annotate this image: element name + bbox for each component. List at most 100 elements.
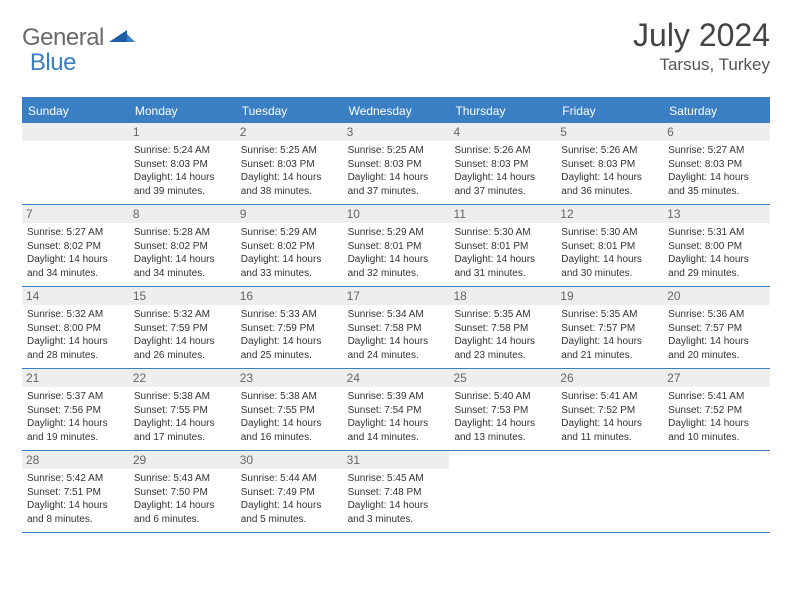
- day-number: 17: [343, 287, 450, 305]
- day-cell: [449, 451, 556, 532]
- daylight-text: Daylight: 14 hours and 32 minutes.: [348, 253, 445, 280]
- sunset-text: Sunset: 8:02 PM: [134, 240, 231, 254]
- sunrise-text: Sunrise: 5:39 AM: [348, 390, 445, 404]
- day-details: Sunrise: 5:27 AMSunset: 8:03 PMDaylight:…: [668, 144, 765, 198]
- day-cell: 26Sunrise: 5:41 AMSunset: 7:52 PMDayligh…: [556, 369, 663, 450]
- weekday-tue: Tuesday: [236, 99, 343, 123]
- sunset-text: Sunset: 8:03 PM: [668, 158, 765, 172]
- sunset-text: Sunset: 8:03 PM: [134, 158, 231, 172]
- day-details: Sunrise: 5:30 AMSunset: 8:01 PMDaylight:…: [454, 226, 551, 280]
- day-number: 28: [22, 451, 129, 469]
- day-cell: 11 Sunrise: 5:30 AMSunset: 8:01 PMDayligh…: [449, 205, 556, 286]
- day-number: 31: [343, 451, 450, 469]
- daylight-text: Daylight: 14 hours and 11 minutes.: [561, 417, 658, 444]
- day-cell: 25Sunrise: 5:40 AMSunset: 7:53 PMDayligh…: [449, 369, 556, 450]
- sunrise-text: Sunrise: 5:37 AM: [27, 390, 124, 404]
- sunset-text: Sunset: 7:58 PM: [454, 322, 551, 336]
- day-details: Sunrise: 5:30 AMSunset: 8:01 PMDaylight:…: [561, 226, 658, 280]
- sunset-text: Sunset: 8:00 PM: [668, 240, 765, 254]
- day-details: Sunrise: 5:26 AMSunset: 8:03 PMDaylight:…: [454, 144, 551, 198]
- sunset-text: Sunset: 8:03 PM: [241, 158, 338, 172]
- daylight-text: Daylight: 14 hours and 5 minutes.: [241, 499, 338, 526]
- sunrise-text: Sunrise: 5:45 AM: [348, 472, 445, 486]
- weekday-mon: Monday: [129, 99, 236, 123]
- weeks-container: 1Sunrise: 5:24 AMSunset: 8:03 PMDaylight…: [22, 123, 770, 533]
- sunrise-text: Sunrise: 5:32 AM: [134, 308, 231, 322]
- day-number: 11: [449, 205, 556, 223]
- day-number: 15: [129, 287, 236, 305]
- day-details: Sunrise: 5:41 AMSunset: 7:52 PMDaylight:…: [668, 390, 765, 444]
- sunset-text: Sunset: 7:52 PM: [668, 404, 765, 418]
- daylight-text: Daylight: 14 hours and 28 minutes.: [27, 335, 124, 362]
- day-cell: 8Sunrise: 5:28 AMSunset: 8:02 PMDaylight…: [129, 205, 236, 286]
- day-details: Sunrise: 5:32 AMSunset: 8:00 PMDaylight:…: [27, 308, 124, 362]
- day-cell: 17 Sunrise: 5:34 AMSunset: 7:58 PMDayligh…: [343, 287, 450, 368]
- day-cell: 31Sunrise: 5:45 AMSunset: 7:48 PMDayligh…: [343, 451, 450, 532]
- day-details: Sunrise: 5:24 AMSunset: 8:03 PMDaylight:…: [134, 144, 231, 198]
- day-details: Sunrise: 5:28 AMSunset: 8:02 PMDaylight:…: [134, 226, 231, 280]
- day-cell: 15Sunrise: 5:32 AMSunset: 7:59 PMDayligh…: [129, 287, 236, 368]
- sunrise-text: Sunrise: 5:41 AM: [561, 390, 658, 404]
- sunset-text: Sunset: 7:54 PM: [348, 404, 445, 418]
- day-details: Sunrise: 5:27 AMSunset: 8:02 PMDaylight:…: [27, 226, 124, 280]
- day-cell: [22, 123, 129, 204]
- sunset-text: Sunset: 7:51 PM: [27, 486, 124, 500]
- sunset-text: Sunset: 8:03 PM: [561, 158, 658, 172]
- location-label: Tarsus, Turkey: [633, 55, 770, 75]
- sunrise-text: Sunrise: 5:32 AM: [27, 308, 124, 322]
- sunset-text: Sunset: 7:55 PM: [241, 404, 338, 418]
- sunrise-text: Sunrise: 5:27 AM: [668, 144, 765, 158]
- daylight-text: Daylight: 14 hours and 17 minutes.: [134, 417, 231, 444]
- day-cell: 23Sunrise: 5:38 AMSunset: 7:55 PMDayligh…: [236, 369, 343, 450]
- day-number: 9: [236, 205, 343, 223]
- sunset-text: Sunset: 8:01 PM: [561, 240, 658, 254]
- day-number: 3: [343, 123, 450, 141]
- day-number: 10: [343, 205, 450, 223]
- day-number: 27: [663, 369, 770, 387]
- day-details: Sunrise: 5:34 AMSunset: 7:58 PMDaylight:…: [348, 308, 445, 362]
- day-details: Sunrise: 5:39 AMSunset: 7:54 PMDaylight:…: [348, 390, 445, 444]
- day-cell: 7Sunrise: 5:27 AMSunset: 8:02 PMDaylight…: [22, 205, 129, 286]
- weekday-sun: Sunday: [22, 99, 129, 123]
- daylight-text: Daylight: 14 hours and 13 minutes.: [454, 417, 551, 444]
- day-cell: 9Sunrise: 5:29 AMSunset: 8:02 PMDaylight…: [236, 205, 343, 286]
- day-cell: 22Sunrise: 5:38 AMSunset: 7:55 PMDayligh…: [129, 369, 236, 450]
- sunset-text: Sunset: 7:58 PM: [348, 322, 445, 336]
- day-details: Sunrise: 5:43 AMSunset: 7:50 PMDaylight:…: [134, 472, 231, 526]
- day-cell: 24 Sunrise: 5:39 AMSunset: 7:54 PMDayligh…: [343, 369, 450, 450]
- day-details: Sunrise: 5:25 AMSunset: 8:03 PMDaylight:…: [348, 144, 445, 198]
- sunrise-text: Sunrise: 5:24 AM: [134, 144, 231, 158]
- brand-triangle-icon: [109, 28, 135, 42]
- title-block: July 2024 Tarsus, Turkey: [633, 18, 770, 75]
- calendar: Sunday Monday Tuesday Wednesday Thursday…: [22, 97, 770, 533]
- week-row: 1Sunrise: 5:24 AMSunset: 8:03 PMDaylight…: [22, 123, 770, 205]
- day-number: 6: [663, 123, 770, 141]
- day-cell: 19Sunrise: 5:35 AMSunset: 7:57 PMDayligh…: [556, 287, 663, 368]
- day-cell: 27 Sunrise: 5:41 AMSunset: 7:52 PMDayligh…: [663, 369, 770, 450]
- sunset-text: Sunset: 8:03 PM: [348, 158, 445, 172]
- daylight-text: Daylight: 14 hours and 38 minutes.: [241, 171, 338, 198]
- daylight-text: Daylight: 14 hours and 29 minutes.: [668, 253, 765, 280]
- sunset-text: Sunset: 8:02 PM: [241, 240, 338, 254]
- daylight-text: Daylight: 14 hours and 21 minutes.: [561, 335, 658, 362]
- day-details: Sunrise: 5:33 AMSunset: 7:59 PMDaylight:…: [241, 308, 338, 362]
- sunrise-text: Sunrise: 5:33 AM: [241, 308, 338, 322]
- empty-daynum: [22, 123, 129, 141]
- day-cell: 16Sunrise: 5:33 AMSunset: 7:59 PMDayligh…: [236, 287, 343, 368]
- sunrise-text: Sunrise: 5:29 AM: [241, 226, 338, 240]
- sunrise-text: Sunrise: 5:38 AM: [134, 390, 231, 404]
- day-number: 24: [343, 369, 450, 387]
- day-number: 5: [556, 123, 663, 141]
- day-number: 29: [129, 451, 236, 469]
- sunrise-text: Sunrise: 5:26 AM: [454, 144, 551, 158]
- daylight-text: Daylight: 14 hours and 36 minutes.: [561, 171, 658, 198]
- daylight-text: Daylight: 14 hours and 3 minutes.: [348, 499, 445, 526]
- day-cell: 29 Sunrise: 5:43 AMSunset: 7:50 PMDayligh…: [129, 451, 236, 532]
- day-details: Sunrise: 5:35 AMSunset: 7:58 PMDaylight:…: [454, 308, 551, 362]
- day-cell: 13Sunrise: 5:31 AMSunset: 8:00 PMDayligh…: [663, 205, 770, 286]
- daylight-text: Daylight: 14 hours and 30 minutes.: [561, 253, 658, 280]
- sunset-text: Sunset: 7:56 PM: [27, 404, 124, 418]
- sunrise-text: Sunrise: 5:30 AM: [454, 226, 551, 240]
- weekday-sat: Saturday: [663, 99, 770, 123]
- day-cell: 14Sunrise: 5:32 AMSunset: 8:00 PMDayligh…: [22, 287, 129, 368]
